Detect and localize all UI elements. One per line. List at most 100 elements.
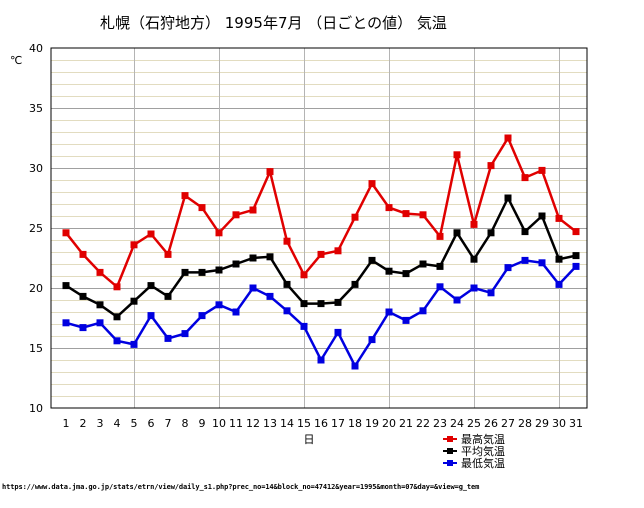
data-point: [436, 262, 444, 270]
data-point: [368, 336, 376, 344]
legend-marker: [447, 460, 453, 466]
data-point: [249, 254, 257, 262]
data-point: [351, 213, 359, 221]
data-point: [487, 229, 495, 237]
data-point: [436, 283, 444, 291]
x-tick-label: 21: [399, 417, 413, 430]
y-tick-label: 20: [29, 282, 43, 295]
legend-label: 平均気温: [461, 444, 505, 458]
data-point: [198, 204, 206, 212]
legend-marker: [447, 436, 453, 442]
data-point: [181, 192, 189, 200]
data-point: [419, 260, 427, 268]
data-point: [334, 247, 342, 255]
data-point: [79, 292, 87, 300]
data-point: [368, 180, 376, 188]
data-point: [96, 268, 104, 276]
plot-frame: [50, 47, 588, 409]
data-point: [385, 267, 393, 275]
legend-entry: 最高気温: [443, 432, 505, 446]
series-layer: [62, 134, 580, 370]
y-tick-label: 35: [29, 102, 43, 115]
data-point: [351, 280, 359, 288]
data-point: [300, 271, 308, 279]
x-tick-label: 15: [297, 417, 311, 430]
data-point: [538, 166, 546, 174]
x-tick-label: 29: [535, 417, 549, 430]
data-point: [470, 220, 478, 228]
data-point: [487, 289, 495, 297]
data-point: [521, 174, 529, 182]
x-tick-label: 20: [382, 417, 396, 430]
legend-entry: 平均気温: [443, 444, 505, 458]
data-point: [147, 230, 155, 238]
x-axis-ticks: 1 2 3 4 5 6 7 8 9 10 11 12 13 14 15 16 17 18 19 20 21 22 23 24 2…: [63, 417, 584, 430]
data-point: [334, 298, 342, 306]
legend-entry: 最低気温: [443, 456, 505, 470]
x-tick-label: 23: [433, 417, 447, 430]
data-point: [538, 212, 546, 220]
x-tick-label: 2: [80, 417, 87, 430]
data-point: [385, 308, 393, 316]
data-point: [317, 356, 325, 364]
x-tick-label: 24: [450, 417, 464, 430]
data-point: [266, 292, 274, 300]
data-point: [436, 232, 444, 240]
data-point: [164, 250, 172, 258]
data-point: [215, 229, 223, 237]
data-point: [453, 296, 461, 304]
data-point: [555, 255, 563, 263]
data-point: [215, 301, 223, 309]
source-url[interactable]: https://www.data.jma.go.jp/stats/etrn/vi…: [2, 483, 480, 491]
x-tick-label: 5: [131, 417, 138, 430]
series-3: [62, 256, 580, 370]
y-tick-label: 10: [29, 402, 43, 415]
data-point: [96, 319, 104, 327]
x-tick-label: 18: [348, 417, 362, 430]
major-grid: [51, 108, 587, 349]
data-point: [419, 211, 427, 219]
data-point: [62, 319, 70, 327]
data-point: [385, 204, 393, 212]
data-point: [283, 307, 291, 315]
x-tick-label: 27: [501, 417, 515, 430]
y-tick-label: 25: [29, 222, 43, 235]
data-point: [317, 300, 325, 308]
x-tick-label: 25: [467, 417, 481, 430]
x-tick-label: 26: [484, 417, 498, 430]
legend-label: 最高気温: [461, 432, 505, 446]
x-tick-label: 3: [97, 417, 104, 430]
data-point: [79, 250, 87, 258]
data-point: [538, 259, 546, 267]
x-tick-label: 28: [518, 417, 532, 430]
data-point: [572, 252, 580, 260]
legend-marker: [447, 448, 453, 454]
data-point: [453, 151, 461, 159]
x-tick-label: 31: [569, 417, 583, 430]
x-tick-label: 30: [552, 417, 566, 430]
data-point: [572, 262, 580, 270]
x-tick-label: 12: [246, 417, 260, 430]
data-point: [130, 241, 138, 249]
data-point: [62, 229, 70, 237]
data-point: [232, 260, 240, 268]
data-point: [453, 229, 461, 237]
x-tick-label: 13: [263, 417, 277, 430]
data-point: [334, 328, 342, 336]
x-tick-label: 14: [280, 417, 294, 430]
data-point: [181, 268, 189, 276]
data-point: [113, 337, 121, 345]
vertical-grid: [134, 48, 560, 408]
legend-label: 最低気温: [461, 456, 505, 470]
data-point: [113, 313, 121, 321]
x-tick-label: 4: [114, 417, 121, 430]
data-point: [130, 297, 138, 305]
data-point: [555, 280, 563, 288]
data-point: [504, 264, 512, 272]
x-tick-label: 1: [63, 417, 70, 430]
x-tick-label: 7: [165, 417, 172, 430]
data-point: [266, 253, 274, 261]
data-point: [232, 211, 240, 219]
